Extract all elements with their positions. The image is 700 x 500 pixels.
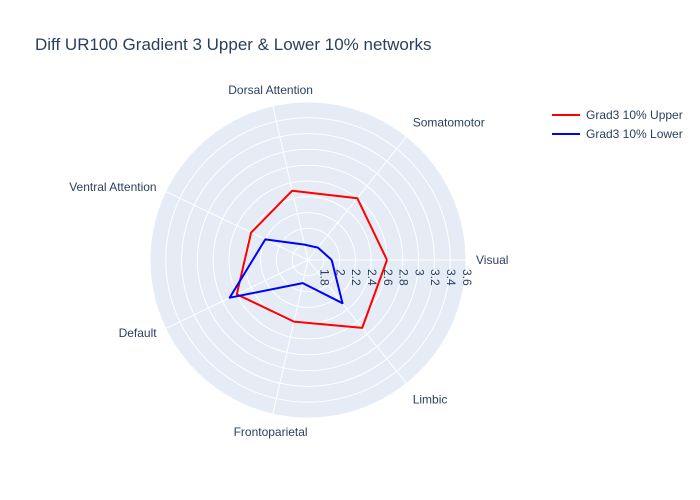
chart-title: Diff UR100 Gradient 3 Upper & Lower 10% …: [35, 35, 432, 54]
legend-item[interactable]: Grad3 10% Lower: [552, 127, 683, 141]
legend[interactable]: Grad3 10% Upper Grad3 10% Lower: [552, 108, 683, 141]
radial-tick-label: 2.4: [365, 269, 379, 286]
radial-tick-label: 2.8: [397, 269, 411, 286]
legend-label: Grad3 10% Upper: [586, 108, 683, 122]
series-layer: [228, 189, 388, 329]
radial-tick-label: 2: [333, 269, 347, 276]
radial-tick-label: 2.6: [381, 269, 395, 286]
radial-tick-label: 1.8: [318, 269, 332, 286]
category-label: Limbic: [413, 392, 448, 406]
category-label: Somatomotor: [413, 116, 485, 130]
category-label: Ventral Attention: [69, 180, 156, 194]
angular-gridline: [165, 190, 309, 261]
category-labels: Visual Somatomotor Dorsal Attention Ventral…: [69, 83, 508, 439]
legend-item[interactable]: Grad3 10% Upper: [552, 108, 683, 122]
angular-gridline: [307, 259, 407, 384]
angular-gridline: [272, 105, 309, 261]
series-line[interactable]: [235, 189, 388, 329]
series-line[interactable]: [228, 238, 344, 305]
radial-tick-label: 3: [412, 269, 426, 276]
category-label: Default: [119, 326, 158, 340]
radial-tick-label: 3.2: [428, 269, 442, 286]
radial-tick-labels: 1.8 2 2.2 2.4 2.6 2.8 3 3.2 3.4 3.6: [318, 269, 474, 286]
radial-tick-label: 3.4: [444, 269, 458, 286]
angular-gridline: [272, 259, 309, 415]
radial-tick-label: 2.2: [349, 269, 363, 286]
category-label: Dorsal Attention: [228, 83, 313, 97]
category-label: Frontoparietal: [234, 425, 308, 439]
radial-tick-label: 3.6: [460, 269, 474, 286]
legend-label: Grad3 10% Lower: [586, 127, 683, 141]
category-label: Visual: [476, 253, 508, 267]
